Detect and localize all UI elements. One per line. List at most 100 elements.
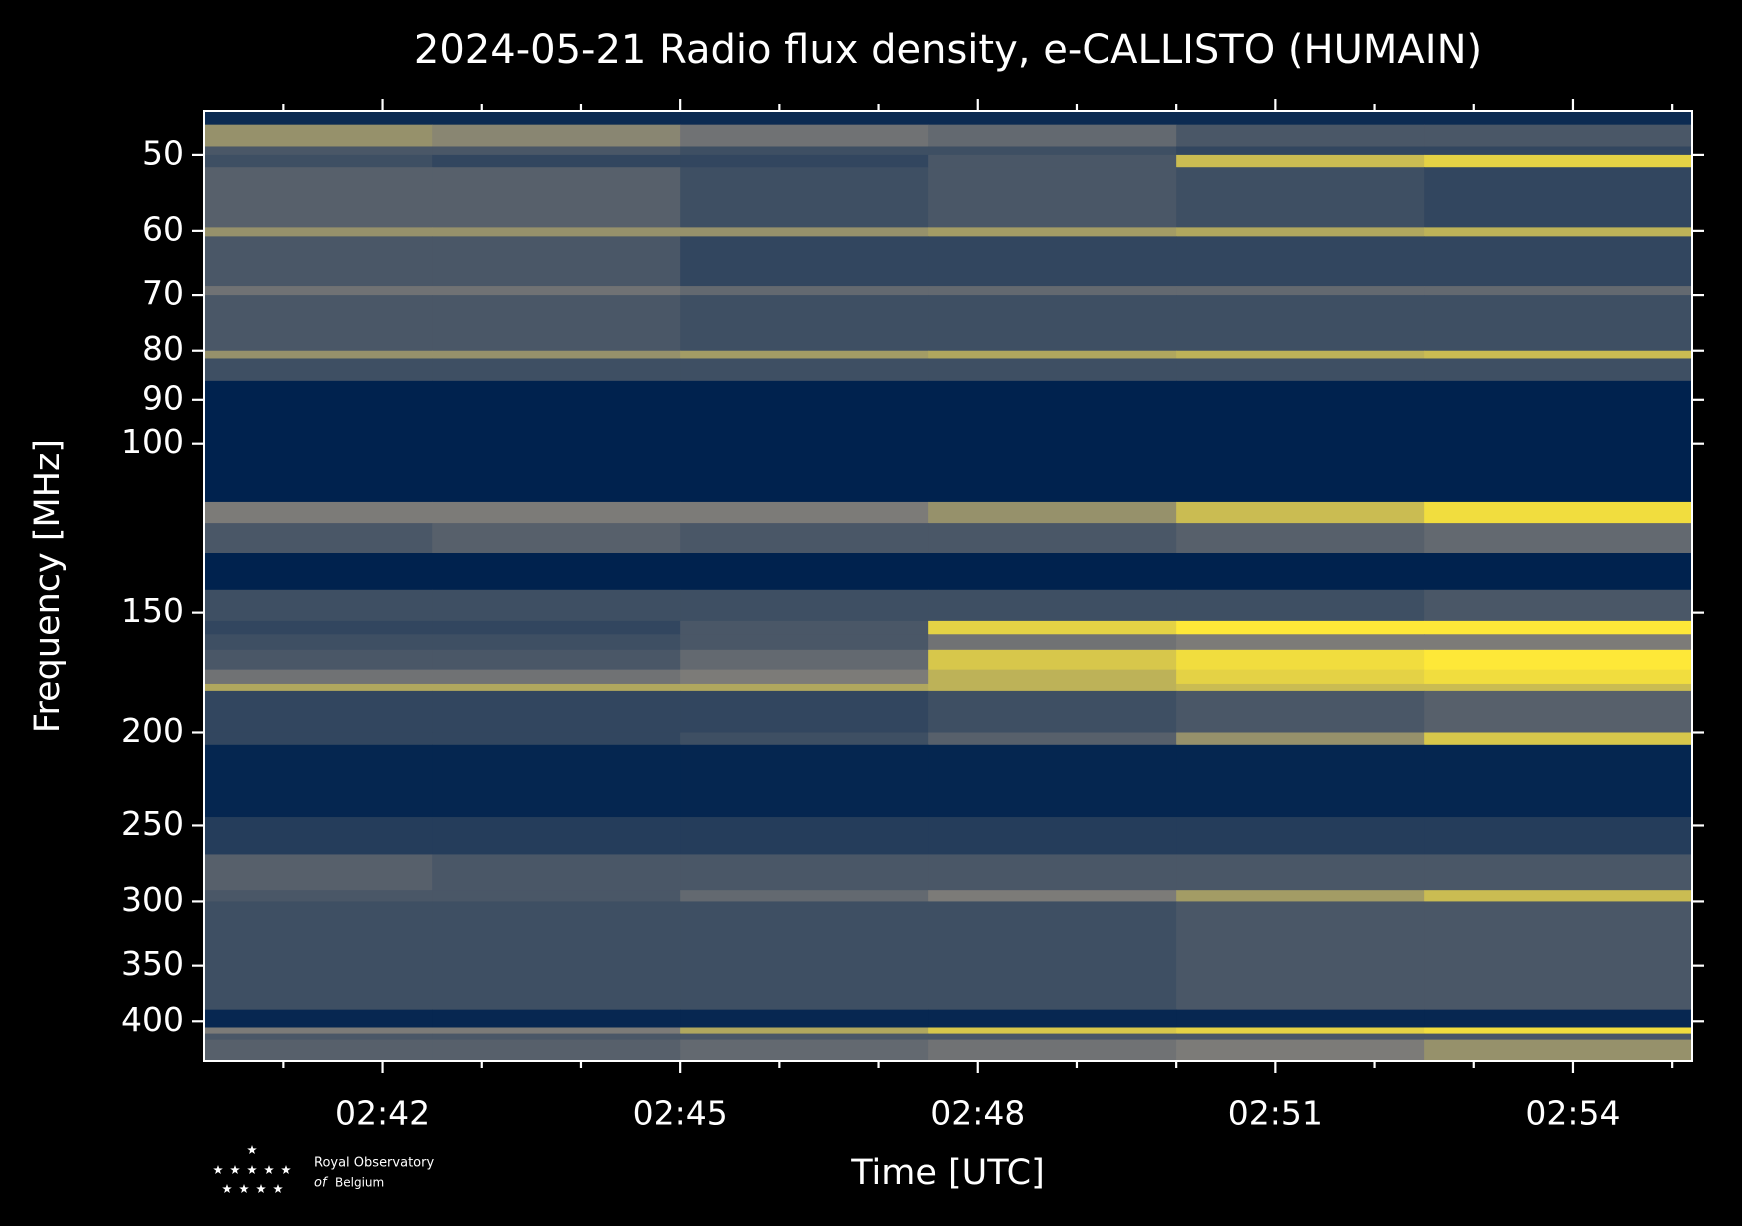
heat-cell — [204, 1009, 433, 1028]
heat-cell — [1424, 634, 1692, 651]
heat-cell — [432, 236, 681, 287]
logo-text: of — [314, 1176, 329, 1191]
heat-cell — [928, 669, 1177, 685]
heat-cell — [1176, 1039, 1425, 1061]
heat-cell — [204, 649, 433, 671]
heat-cell — [928, 683, 1177, 692]
logo-star — [247, 1145, 257, 1154]
heat-cell — [680, 649, 929, 671]
heat-cell — [432, 358, 681, 382]
logo-text: Royal Observatory — [314, 1156, 434, 1171]
heat-cell — [1424, 380, 1692, 503]
heat-cell — [432, 111, 681, 126]
heat-cell — [1424, 111, 1692, 126]
heat-cell — [1176, 124, 1425, 147]
heat-cell — [204, 669, 433, 685]
heat-cell — [680, 817, 929, 855]
y-tick-label: 50 — [142, 133, 184, 172]
y-tick-label: 80 — [142, 329, 184, 368]
heat-cell — [680, 854, 929, 891]
heat-cell — [1424, 553, 1692, 591]
logo-star — [239, 1184, 249, 1193]
heat-cell — [432, 553, 681, 591]
heat-cell — [680, 732, 929, 746]
heat-cell — [1176, 732, 1425, 746]
heat-cell — [1424, 649, 1692, 671]
heat-cell — [204, 690, 433, 733]
heat-cell — [432, 286, 681, 296]
y-tick-label: 60 — [142, 209, 184, 248]
heat-cell — [432, 817, 681, 855]
heat-cell — [928, 380, 1177, 503]
heat-cell — [680, 523, 929, 554]
heat-cell — [928, 1033, 1177, 1041]
heat-cell — [928, 227, 1177, 237]
heat-cell — [1176, 649, 1425, 671]
heat-cell — [680, 146, 929, 156]
heat-cell — [432, 690, 681, 733]
heat-cell — [1176, 350, 1425, 359]
heat-cell — [928, 1009, 1177, 1028]
heat-cell — [1424, 669, 1692, 685]
heat-cell — [680, 111, 929, 126]
heat-cell — [432, 901, 681, 1011]
heat-cell — [1176, 620, 1425, 635]
heat-cell — [680, 901, 929, 1011]
logo-star — [222, 1184, 232, 1193]
heat-cell — [1424, 854, 1692, 891]
logo-star — [264, 1165, 274, 1174]
heat-cell — [432, 634, 681, 651]
heat-cell — [928, 649, 1177, 671]
heat-cell — [928, 854, 1177, 891]
heat-cell — [1176, 683, 1425, 692]
heat-cell — [680, 669, 929, 685]
heat-cell — [204, 227, 433, 237]
heat-cell — [432, 669, 681, 685]
heat-cell — [432, 1027, 681, 1035]
heat-cell — [928, 523, 1177, 554]
heat-cell — [928, 589, 1177, 622]
heat-cell — [432, 227, 681, 237]
logo-text: Belgium — [335, 1176, 384, 1190]
heat-cell — [1176, 1027, 1425, 1035]
heat-cell — [680, 1027, 929, 1035]
heat-cell — [432, 154, 681, 168]
heat-cell — [204, 146, 433, 156]
heat-cell — [1424, 1009, 1692, 1028]
heat-cell — [928, 286, 1177, 296]
heat-cell — [680, 553, 929, 591]
heat-cell — [432, 744, 681, 818]
heat-cell — [928, 634, 1177, 651]
heat-cell — [928, 295, 1177, 352]
heat-cell — [680, 227, 929, 237]
heat-cell — [928, 501, 1177, 524]
heat-cell — [928, 1027, 1177, 1035]
heat-cell — [680, 634, 929, 651]
heat-cell — [680, 1009, 929, 1028]
heat-cell — [204, 620, 433, 635]
heat-cell — [204, 634, 433, 651]
heat-cell — [204, 1039, 433, 1061]
y-tick-label: 350 — [121, 944, 184, 983]
heat-cell — [204, 901, 433, 1011]
heat-cell — [1424, 589, 1692, 622]
heat-cell — [1176, 523, 1425, 554]
logo: Royal Observatory of Belgium — [213, 1145, 434, 1193]
heat-cell — [204, 167, 433, 228]
heat-cell — [1176, 553, 1425, 591]
y-tick-label: 150 — [121, 591, 184, 630]
heat-cell — [928, 146, 1177, 156]
y-tick-label: 100 — [121, 422, 184, 461]
heat-cell — [432, 732, 681, 746]
heat-cell — [928, 620, 1177, 635]
heat-cell — [680, 1039, 929, 1061]
heat-cell — [928, 732, 1177, 746]
heat-cell — [432, 146, 681, 156]
heat-cell — [1424, 146, 1692, 156]
x-tick-label: 02:54 — [1525, 1094, 1620, 1133]
heat-cell — [680, 380, 929, 503]
heat-cell — [1424, 350, 1692, 359]
heat-cell — [432, 1039, 681, 1061]
heat-cell — [928, 817, 1177, 855]
heat-cell — [680, 350, 929, 359]
